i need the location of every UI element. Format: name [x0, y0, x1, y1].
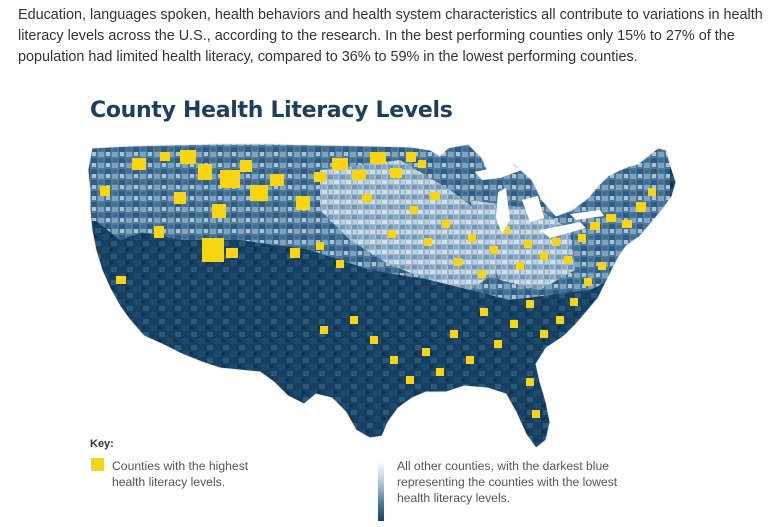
legend-label-others: All other counties, with the darkest blu… [397, 459, 618, 505]
great-lakes [475, 164, 604, 238]
legend-swatch-highest [91, 458, 104, 471]
region-plains-light [320, 160, 500, 290]
map-title: County Health Literacy Levels [90, 98, 453, 123]
article-intro: Education, languages spoken, health beha… [18, 7, 763, 65]
region-nw-mid [92, 148, 170, 240]
legend-gradient-bar [378, 461, 384, 521]
legend-key-title: Key: [90, 438, 114, 450]
us-county-map [87, 143, 677, 449]
region-midwest-light [470, 200, 575, 290]
legend-label-highest: Counties with the highest health literac… [112, 459, 249, 489]
highest-literacy-counties [100, 150, 656, 418]
